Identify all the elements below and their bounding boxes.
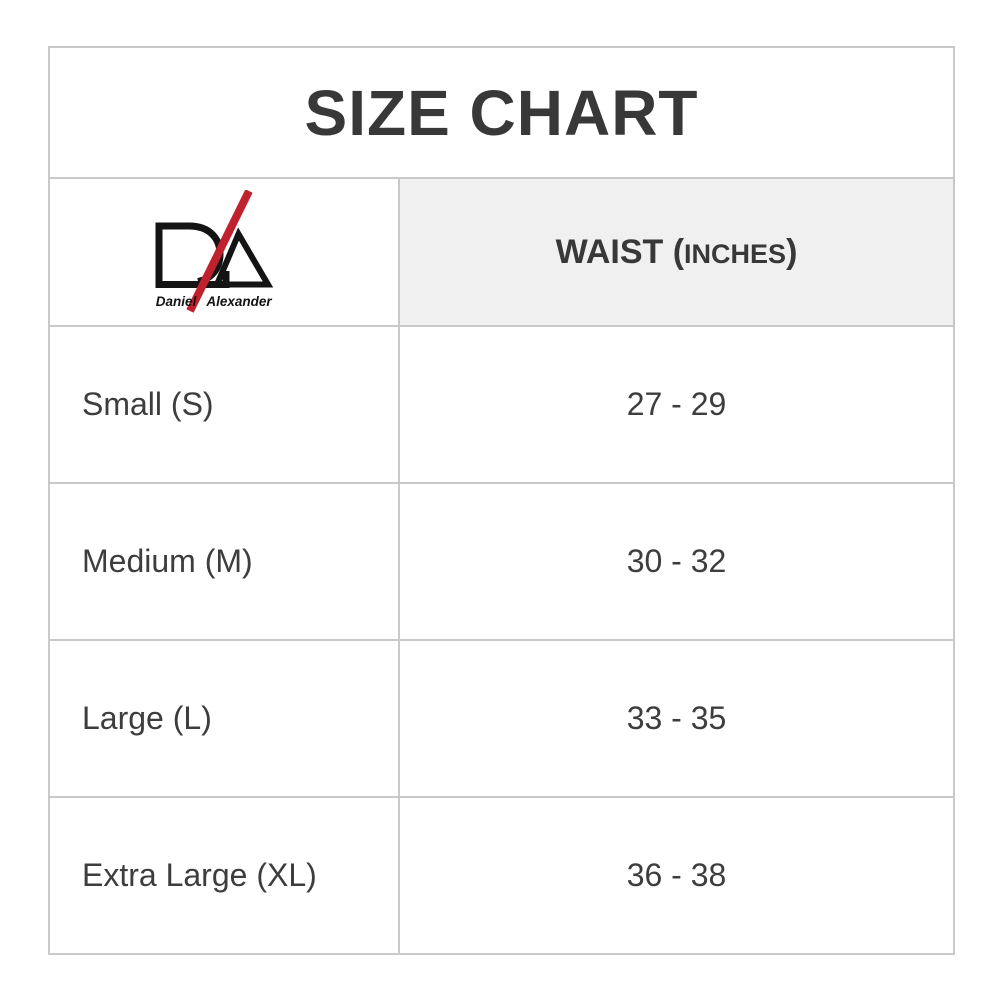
waist-value-small: 27 - 29 <box>398 325 955 484</box>
waist-header-unit: INCHES <box>684 238 787 269</box>
waist-header-prefix: WAIST ( <box>555 232 685 271</box>
table-row-large: Large (L) 33 - 35 <box>48 639 955 798</box>
brand-logo-cell: Daniel Alexander <box>48 177 400 327</box>
logo-brand-first: Daniel <box>156 294 197 309</box>
size-label-small: Small (S) <box>48 325 400 484</box>
page-title: SIZE CHART <box>304 76 699 149</box>
logo-brand-second: Alexander <box>205 294 272 309</box>
table-row-medium: Medium (M) 30 - 32 <box>48 482 955 641</box>
table-row-extra-large: Extra Large (XL) 36 - 38 <box>48 796 955 955</box>
daniel-alexander-logo-icon: Daniel Alexander <box>155 189 274 313</box>
size-label-extra-large: Extra Large (XL) <box>48 796 400 955</box>
size-chart-table: SIZE CHART Daniel Alexander <box>48 46 955 955</box>
waist-value-medium: 30 - 32 <box>398 482 955 641</box>
logo-letter-a <box>212 226 274 287</box>
waist-value-large: 33 - 35 <box>398 639 955 798</box>
waist-value-extra-large: 36 - 38 <box>398 796 955 955</box>
size-label-large: Large (L) <box>48 639 400 798</box>
title-row: SIZE CHART <box>48 46 955 179</box>
waist-header-cell: WAIST (INCHES) <box>398 177 955 327</box>
header-row: Daniel Alexander WAIST (INCHES) <box>48 177 955 327</box>
waist-header-suffix: ) <box>786 232 798 271</box>
size-label-medium: Medium (M) <box>48 482 400 641</box>
title-cell: SIZE CHART <box>48 46 955 179</box>
table-row-small: Small (S) 27 - 29 <box>48 325 955 484</box>
logo-red-slash <box>186 189 253 313</box>
